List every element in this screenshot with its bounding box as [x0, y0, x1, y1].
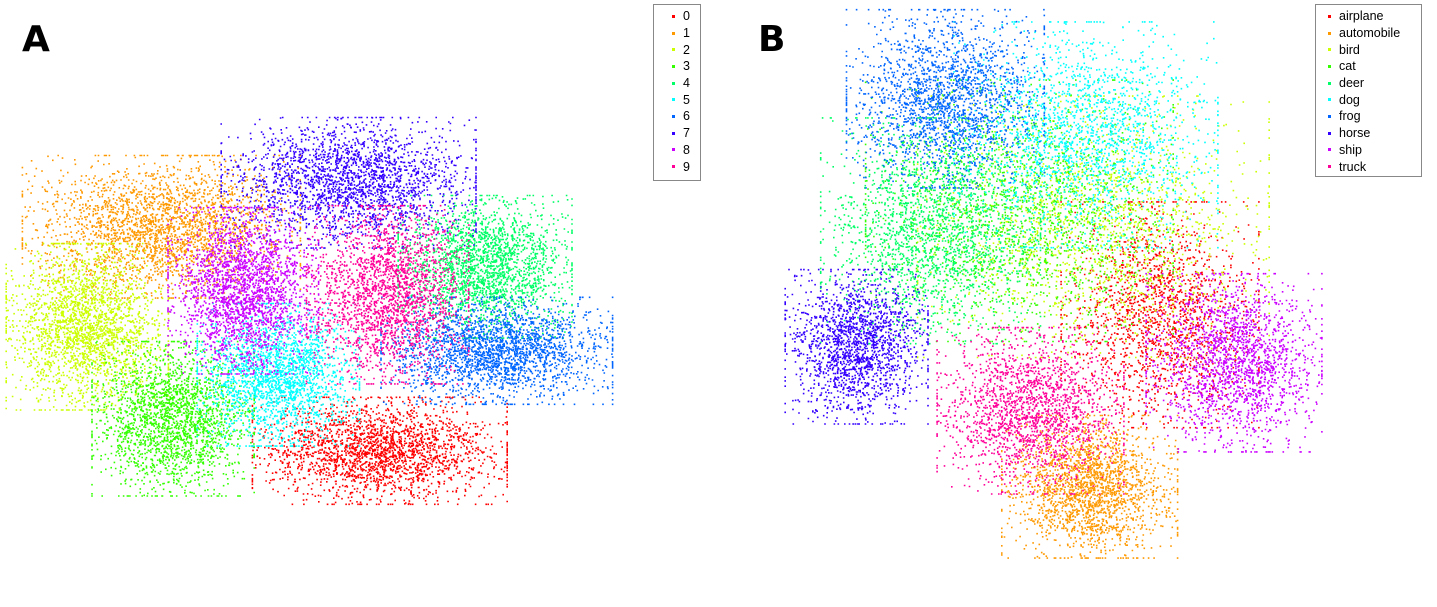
legend-marker — [672, 148, 675, 152]
scatter-points-a-3 — [91, 340, 255, 497]
scatter-points-b-automobile — [1001, 414, 1179, 559]
scatter-points-a-9 — [305, 204, 470, 385]
scatter-points-b-horse — [784, 268, 929, 425]
legend-label: 9 — [683, 159, 690, 174]
series-a-9 — [305, 204, 470, 385]
legend-label: 1 — [683, 26, 690, 41]
legend-label: ship — [1339, 142, 1362, 157]
legend-label: truck — [1339, 159, 1367, 174]
legend-label: automobile — [1339, 26, 1401, 41]
legend-label: airplane — [1339, 9, 1384, 24]
legend-item-a-9: 9 — [658, 158, 694, 175]
legend-item-b-deer: deer — [1320, 75, 1415, 92]
legend-label: deer — [1339, 76, 1365, 91]
scatter-points-a-2 — [5, 242, 170, 411]
legend-item-b-cat: cat — [1320, 58, 1415, 75]
legend-item-a-2: 2 — [658, 41, 694, 58]
legend-item-a-5: 5 — [658, 91, 694, 108]
legend-item-b-automobile: automobile — [1320, 25, 1415, 42]
series-a-2 — [5, 242, 170, 411]
legend-marker — [672, 14, 675, 18]
legend-label: horse — [1339, 126, 1371, 141]
legend-marker — [672, 165, 675, 169]
series-a-8 — [167, 206, 320, 375]
tsne-scatter-plot-a — [5, 116, 614, 506]
panel-label-a: A — [22, 19, 50, 60]
legend-marker — [1328, 48, 1331, 52]
legend-marker — [1328, 165, 1331, 169]
legend-marker — [1328, 148, 1331, 152]
panel-label-b: B — [758, 19, 786, 60]
legend-marker — [672, 48, 675, 52]
legend-marker — [1328, 114, 1331, 118]
scatter-points-a-7 — [220, 116, 477, 249]
legend-item-a-1: 1 — [658, 25, 694, 42]
legend-b: airplane automobile bird cat deer dog frog hors… — [1315, 4, 1422, 177]
scatter-points-a-8 — [167, 206, 320, 375]
scatter-points-b-ship — [1145, 272, 1323, 453]
scatter-points-b-frog — [845, 8, 1046, 189]
scatter-points-a-6 — [380, 296, 614, 406]
legend-item-a-0: 0 — [658, 8, 694, 25]
legend-label: 0 — [683, 9, 690, 24]
legend-marker — [672, 31, 675, 35]
legend-item-b-dog: dog — [1320, 91, 1415, 108]
legend-marker — [672, 114, 675, 118]
legend-label: 6 — [683, 109, 690, 124]
legend-item-b-airplane: airplane — [1320, 8, 1415, 25]
series-a-4 — [397, 194, 573, 339]
legend-marker — [672, 98, 675, 102]
legend-marker — [1328, 98, 1331, 102]
legend-label: 5 — [683, 92, 690, 107]
legend-label: 2 — [683, 42, 690, 57]
legend-label: 7 — [683, 126, 690, 141]
legend-item-b-truck: truck — [1320, 158, 1415, 175]
legend-item-a-4: 4 — [658, 75, 694, 92]
legend-label: cat — [1339, 59, 1356, 74]
legend-label: 8 — [683, 142, 690, 157]
legend-item-b-ship: ship — [1320, 142, 1415, 159]
legend-marker — [672, 131, 675, 135]
legend-item-b-bird: bird — [1320, 41, 1415, 58]
legend-item-a-8: 8 — [658, 142, 694, 159]
series-a-6 — [380, 296, 614, 406]
legend-item-b-horse: horse — [1320, 125, 1415, 142]
series-b-automobile — [1001, 414, 1179, 559]
panel-b: B airplane automobile bird cat deer dog frog ho… — [718, 0, 1437, 607]
legend-marker — [672, 81, 675, 85]
series-a-3 — [91, 340, 255, 497]
legend-marker — [1328, 31, 1331, 35]
series-b-horse — [784, 268, 929, 425]
legend-label: bird — [1339, 42, 1360, 57]
legend-marker — [1328, 14, 1331, 18]
scatter-points-b-truck — [936, 326, 1125, 495]
scatter-points-a-0 — [251, 396, 508, 506]
legend-item-a-6: 6 — [658, 108, 694, 125]
legend-marker — [1328, 131, 1331, 135]
legend-marker — [1328, 81, 1331, 85]
series-a-7 — [220, 116, 477, 249]
scatter-points-b-dog — [953, 21, 1219, 249]
legend-label: 4 — [683, 76, 690, 91]
legend-item-a-3: 3 — [658, 58, 694, 75]
tsne-scatter-plot-b — [784, 8, 1323, 559]
series-b-truck — [936, 326, 1125, 495]
legend-marker — [1328, 64, 1331, 68]
series-a-0 — [251, 396, 508, 506]
legend-label: 3 — [683, 59, 690, 74]
legend-label: dog — [1339, 92, 1360, 107]
series-b-frog — [845, 8, 1046, 189]
series-b-ship — [1145, 272, 1323, 453]
scatter-points-a-4 — [397, 194, 573, 339]
legend-label: frog — [1339, 109, 1361, 124]
legend-item-b-frog: frog — [1320, 108, 1415, 125]
legend-item-a-7: 7 — [658, 125, 694, 142]
series-b-dog — [953, 21, 1219, 249]
legend-marker — [672, 64, 675, 68]
